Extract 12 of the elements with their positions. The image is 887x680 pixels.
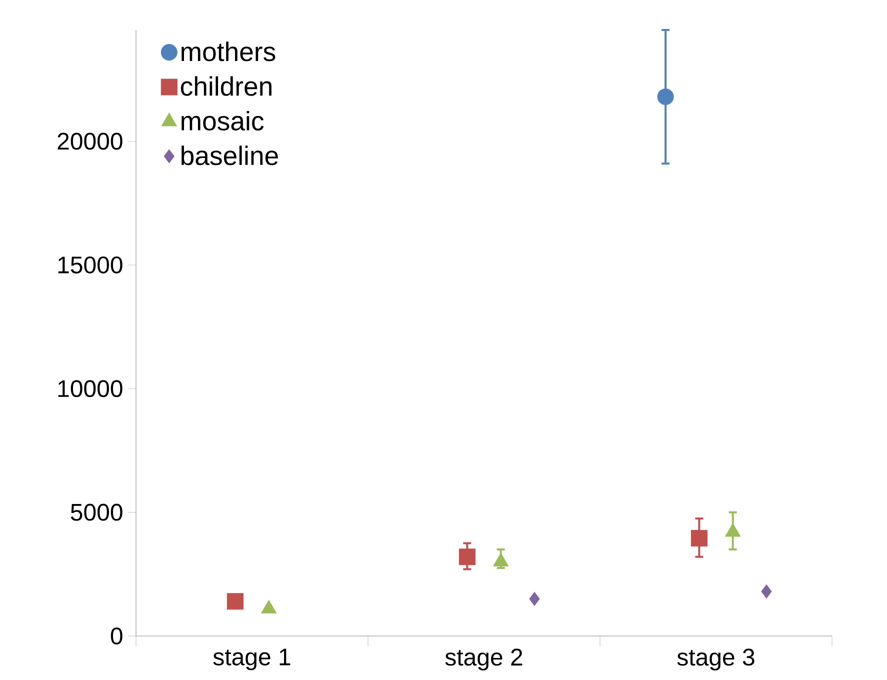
y-tick-label: 15000: [58, 256, 122, 274]
legend-label: mothers: [182, 42, 276, 62]
y-tick-label: 0: [110, 627, 122, 644]
y-tick-label: 20000: [58, 132, 122, 150]
x-tick-label: stage 1: [213, 648, 290, 670]
y-tick-label: 5000: [70, 504, 122, 521]
x-tick-label: stage 3: [677, 648, 754, 670]
legend-label: baseline: [182, 146, 278, 166]
x-tick-label: stage 2: [445, 648, 522, 670]
y-tick-label: 10000: [58, 380, 122, 398]
legend-label: mosaic: [182, 110, 264, 131]
legend-label: children: [180, 76, 272, 96]
